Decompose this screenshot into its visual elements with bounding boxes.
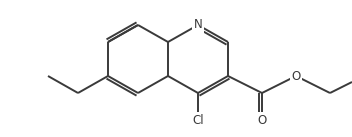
Text: O: O — [291, 69, 301, 82]
Text: O: O — [257, 113, 266, 126]
Text: N: N — [194, 18, 202, 32]
Text: Cl: Cl — [192, 113, 204, 126]
